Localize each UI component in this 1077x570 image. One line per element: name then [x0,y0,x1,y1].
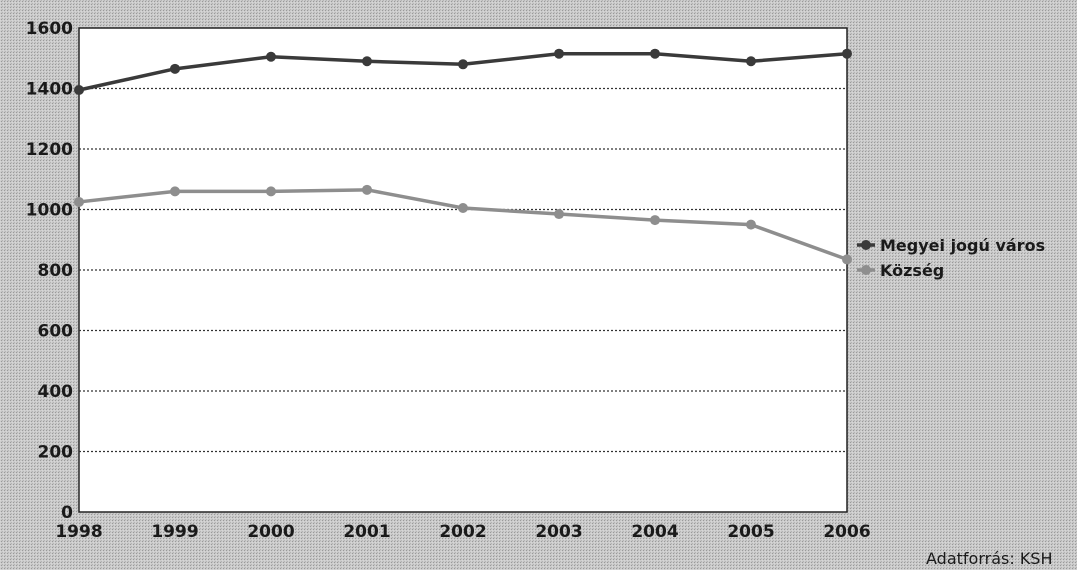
data-point [74,196,84,207]
data-point [842,48,852,59]
y-tick-label: 200 [38,443,74,463]
x-tick-label: 2005 [727,522,774,542]
y-tick-label: 1400 [26,80,73,100]
x-tick-label: 1998 [55,522,102,542]
data-point [650,48,660,59]
x-tick-label: 2003 [535,522,582,542]
data-point [458,59,468,70]
legend-marker [861,265,871,275]
source-note: Adatforrás: KSH [926,549,1053,568]
y-tick-label: 1200 [26,140,73,160]
y-tick-label: 800 [38,261,74,281]
data-point [746,56,756,67]
y-tick-label: 1000 [26,201,73,221]
data-point [362,56,372,67]
data-point [746,219,756,230]
data-point [650,215,660,226]
legend-label: Megyei jogú város [880,236,1045,255]
data-point [842,254,852,265]
x-tick-label: 1999 [151,522,198,542]
legend-marker [861,240,871,250]
x-tick-label: 2000 [247,522,294,542]
data-point [458,202,468,213]
y-axis: 0 200 400 600 800 1000 1200 1400 1600 [26,19,73,523]
data-point [74,85,84,96]
x-tick-label: 2006 [823,522,870,542]
data-point [266,186,276,197]
legend-label: Község [880,261,944,280]
x-axis: 1998 1999 2000 2001 2002 2003 2004 2005 2006 [55,522,870,542]
data-point [362,184,372,195]
x-tick-label: 2001 [343,522,390,542]
y-tick-label: 1600 [26,19,73,39]
data-point [170,186,180,197]
y-tick-label: 400 [38,382,74,402]
data-point [554,48,564,59]
data-point [170,63,180,74]
y-tick-label: 600 [38,322,74,342]
x-tick-label: 2002 [439,522,486,542]
series-group [74,48,852,265]
data-point [266,51,276,62]
x-tick-label: 2004 [631,522,678,542]
data-point [554,209,564,220]
y-tick-label: 0 [61,503,73,523]
legend: Megyei jogú város Község [857,236,1045,280]
